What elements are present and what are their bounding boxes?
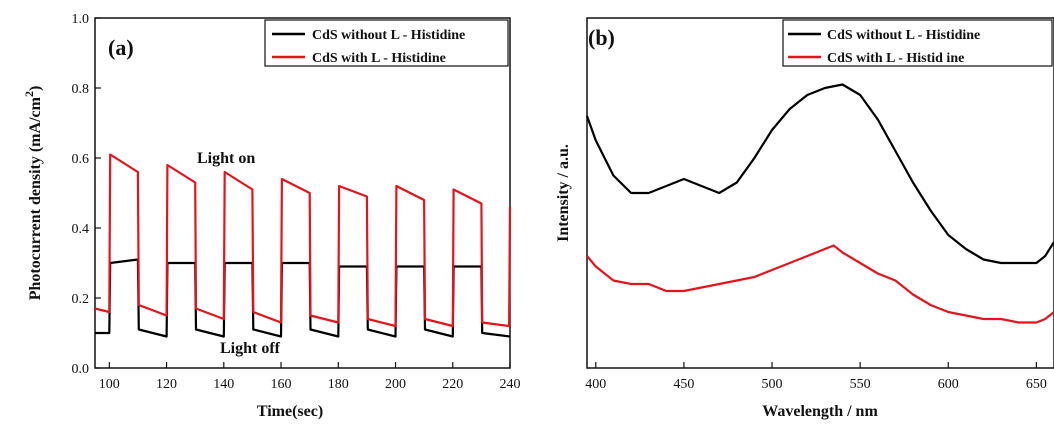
plot-frame-a	[94, 17, 511, 369]
y-tick-label-a-0: 0.0	[72, 362, 90, 377]
x-tick-label-b-600: 600	[938, 377, 959, 392]
y-axis-label-a: Photocurrent density (mA/cm2)	[22, 86, 44, 301]
x-tick-label-a-240: 240	[500, 377, 521, 392]
x-tick-label-a-180: 180	[328, 377, 349, 392]
legend-a-label-2: CdS with L - Histidine	[312, 51, 446, 66]
y-tick-label-a-5: 1.0	[72, 12, 90, 27]
x-tick-label-b-450: 450	[673, 377, 694, 392]
x-tick-label-a-100: 100	[99, 377, 120, 392]
y-axis-label-a-close: )	[27, 86, 44, 91]
chart-b-spectrum: 400 450 500 550 600 650 CdS without L - Histi…	[530, 0, 1054, 429]
x-tick-label-b-650: 650	[1026, 377, 1047, 392]
x-tick-label-b-400: 400	[585, 377, 606, 392]
y-tick-label-a-2: 0.4	[72, 222, 90, 237]
legend-b-label-2: CdS with L - Histid ine	[827, 51, 964, 66]
chart-a-photocurrent: 100 120 140 160 180 200 220 240 0.0 0.2 0.4 0.6 0.8 1…	[0, 0, 530, 429]
y-tick-label-a-4: 0.8	[72, 82, 90, 97]
y-axis-label-b: Intensity / a.u.	[555, 144, 572, 242]
x-tick-label-b-550: 550	[850, 377, 871, 392]
x-tick-label-b-500: 500	[762, 377, 783, 392]
x-axis-label-a: Time(sec)	[257, 403, 323, 420]
x-tick-label-a-200: 200	[385, 377, 406, 392]
x-axis-label-b: Wavelength / nm	[762, 403, 878, 420]
legend-a-label-1: CdS without L - Histidine	[312, 28, 465, 43]
x-tick-label-a-140: 140	[213, 377, 234, 392]
legend-b-label-1: CdS without L - Histidine	[827, 28, 980, 43]
panel-label-a: (a)	[108, 35, 134, 60]
legend-b-box	[782, 19, 1053, 67]
series-line-b-1	[586, 244, 1054, 324]
series-line-b-0	[585, 83, 1054, 265]
series-line-a-1	[94, 153, 512, 328]
plot-frame-b	[586, 17, 1054, 369]
x-tick-label-a-220: 220	[442, 377, 463, 392]
panel-label-b: (b)	[588, 25, 615, 50]
legend-b: CdS without L - Histidine CdS with L - H…	[782, 19, 1053, 67]
chart-b-svg: 400 450 500 550 600 650 CdS without L - Histi…	[555, 17, 1054, 420]
y-axis-label-a-sup: 2	[22, 91, 36, 97]
annotation-light-off: Light off	[220, 340, 281, 357]
annotation-light-on: Light on	[197, 150, 255, 167]
x-tick-label-a-120: 120	[156, 377, 177, 392]
y-axis-label-a-main: Photocurrent density (mA/cm	[27, 96, 44, 300]
x-tick-label-a-160: 160	[271, 377, 292, 392]
chart-a-svg: 100 120 140 160 180 200 220 240 0.0 0.2 0.4 0.6 0.8 1…	[22, 12, 521, 420]
series-line-a-0	[95, 258, 511, 338]
y-tick-label-a-1: 0.2	[72, 292, 90, 307]
y-tick-label-a-3: 0.6	[72, 152, 90, 167]
legend-a-box	[264, 19, 509, 67]
legend-a: CdS without L - Histidine CdS with L - H…	[264, 19, 509, 67]
